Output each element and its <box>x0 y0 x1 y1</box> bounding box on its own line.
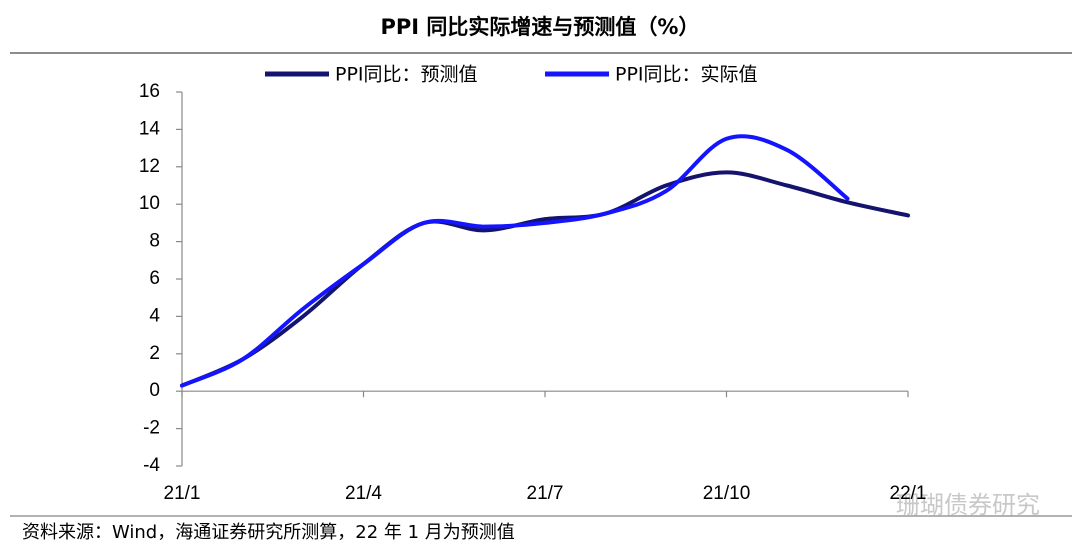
series-line <box>180 134 850 388</box>
legend-label: PPI同比：预测值 <box>335 64 478 86</box>
x-tick-label: 21/1 <box>164 483 201 504</box>
legend-label: PPI同比：实际值 <box>615 64 758 86</box>
y-tick-label: 2 <box>149 343 160 364</box>
x-tick-label: 22/1 <box>890 483 927 504</box>
x-tick-label: 21/10 <box>703 483 751 504</box>
y-tick-label: 14 <box>139 118 161 139</box>
y-tick-label: -4 <box>143 455 160 476</box>
y-tick-label: 6 <box>149 268 160 289</box>
y-tick-label: 4 <box>149 305 160 326</box>
watermark: 珊瑚债券研究 <box>896 491 1040 519</box>
x-tick-label: 21/4 <box>345 483 382 504</box>
y-tick-label: 16 <box>139 81 160 102</box>
y-tick-label: 8 <box>149 231 160 252</box>
chart-title: PPI 同比实际增速与预测值（%） <box>381 15 700 39</box>
x-tick-label: 21/7 <box>527 483 564 504</box>
y-tick-label: 10 <box>139 193 160 214</box>
source-note: 资料来源：Wind，海通证券研究所测算，22 年 1 月为预测值 <box>22 522 515 543</box>
y-tick-label: 0 <box>149 380 160 401</box>
y-tick-label: 12 <box>139 156 160 177</box>
y-tick-label: -2 <box>143 418 160 439</box>
series-line <box>180 170 910 388</box>
